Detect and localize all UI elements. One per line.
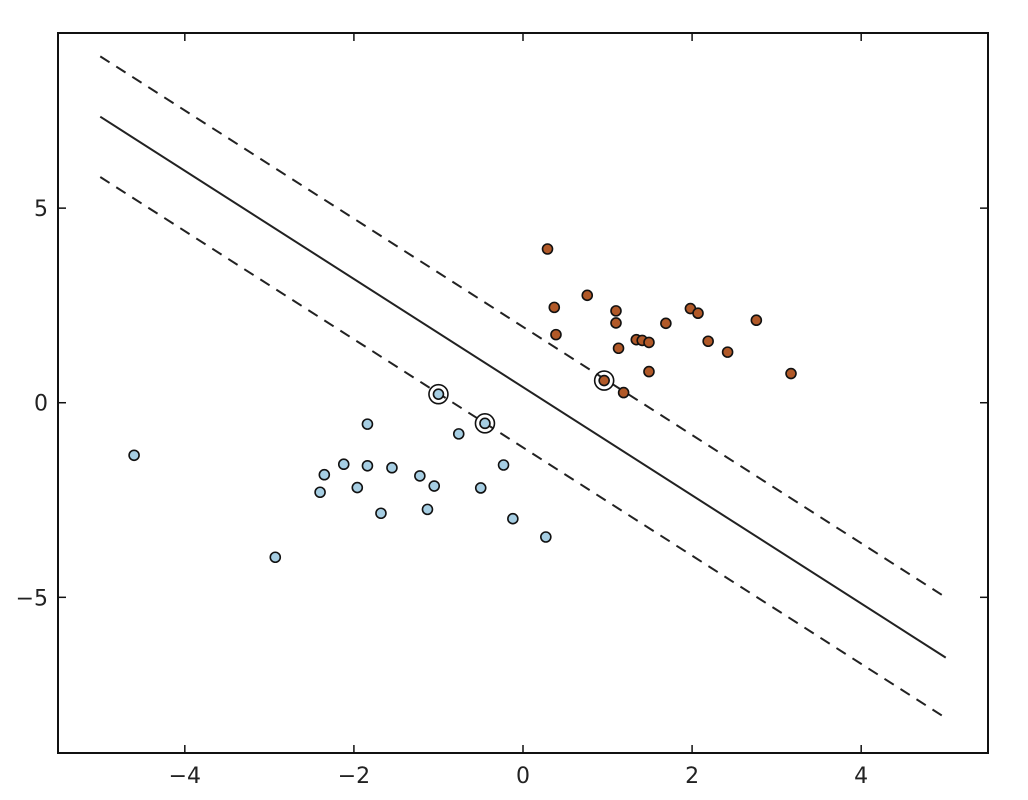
data-point xyxy=(269,551,282,564)
decision-boundary-line xyxy=(99,115,947,659)
margin-line xyxy=(99,55,947,599)
data-point xyxy=(318,468,331,481)
data-point xyxy=(750,314,763,327)
data-point xyxy=(610,317,622,329)
data-point xyxy=(643,365,655,378)
x-tick-label: 2 xyxy=(685,764,699,789)
y-tick-label: 0 xyxy=(34,392,48,417)
data-point xyxy=(692,307,704,320)
data-point xyxy=(497,459,510,471)
data-point xyxy=(361,459,374,472)
y-tick-label: 5 xyxy=(34,197,48,222)
x-tick-label: −4 xyxy=(169,764,201,789)
data-point xyxy=(617,386,630,399)
data-point xyxy=(452,428,465,440)
data-point xyxy=(548,301,561,314)
data-point xyxy=(474,482,487,494)
data-point xyxy=(721,346,734,358)
plot-frame xyxy=(57,32,989,754)
data-point xyxy=(581,289,594,302)
data-point xyxy=(479,417,491,430)
x-tick-label: 0 xyxy=(516,764,530,789)
data-point xyxy=(612,342,625,355)
data-point xyxy=(337,458,350,471)
data-point xyxy=(507,512,519,525)
data-point xyxy=(414,470,426,482)
support-vector-ring xyxy=(474,413,496,434)
data-point xyxy=(314,486,326,499)
x-tick-label: 4 xyxy=(854,764,868,789)
data-point xyxy=(785,367,797,380)
margin-line xyxy=(99,176,947,719)
data-point xyxy=(660,317,672,330)
data-point xyxy=(375,507,387,520)
data-point xyxy=(598,374,610,387)
data-point xyxy=(351,481,364,494)
data-point xyxy=(421,503,434,516)
support-vector-ring xyxy=(428,383,449,405)
data-point xyxy=(541,243,554,255)
data-point xyxy=(386,461,398,474)
data-point xyxy=(540,531,552,543)
data-point xyxy=(702,335,714,348)
data-point xyxy=(128,449,140,462)
data-point xyxy=(428,480,441,492)
data-point xyxy=(550,328,562,341)
data-point xyxy=(361,418,374,430)
data-point xyxy=(610,305,622,317)
y-tick-label: −5 xyxy=(16,586,48,611)
x-tick-label: −2 xyxy=(338,764,370,789)
data-point xyxy=(432,388,445,400)
support-vector-ring xyxy=(593,370,615,391)
data-point xyxy=(643,336,655,349)
